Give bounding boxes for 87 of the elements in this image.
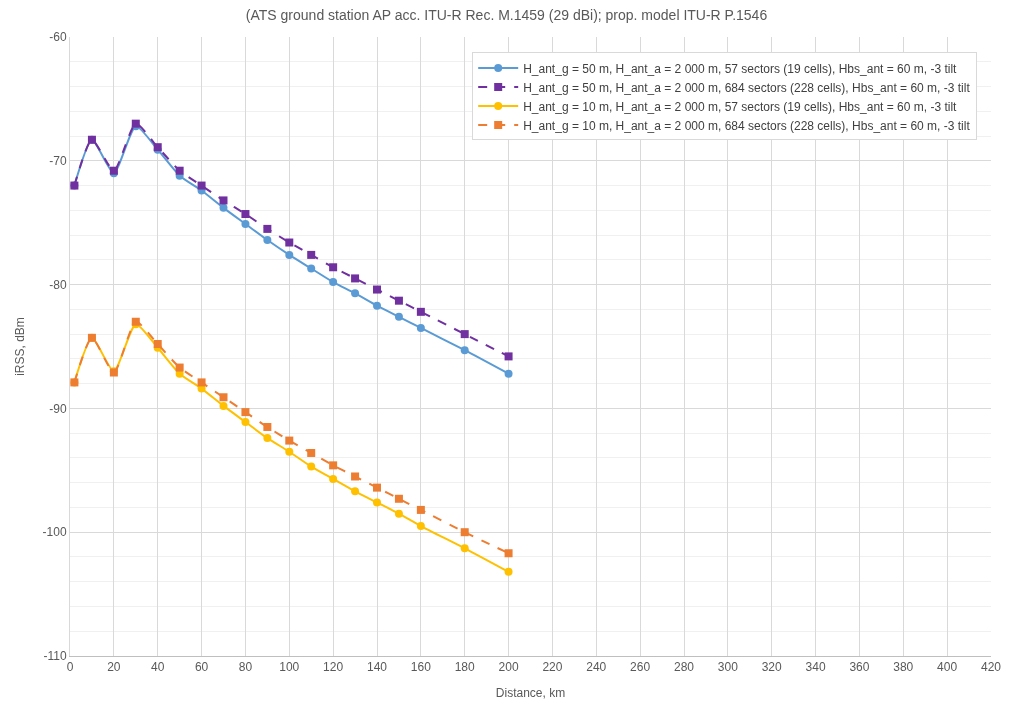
x-tick-label: 220: [542, 660, 563, 675]
legend-label: H_ant_g = 50 m, H_ant_a = 2 000 m, 57 sectors (19 cells), Hbs_ant = 60 m, -3 tilt: [523, 61, 958, 76]
x-tick-label: 120: [323, 660, 344, 675]
x-tick-label: 20: [107, 660, 121, 675]
point: [329, 474, 338, 483]
point: [460, 528, 469, 537]
y-tick-label: -80: [49, 277, 67, 292]
legend-label: H_ant_g = 10 m, H_ant_a = 2 000 m, 684 sectors (228 cells), Hbs_ant = 60 m, -3 tilt: [523, 118, 971, 133]
x-tick-label: 360: [849, 660, 870, 675]
point: [416, 307, 425, 316]
point: [394, 509, 403, 518]
point: [219, 203, 228, 212]
y-tick-label: -70: [49, 154, 67, 168]
point: [175, 166, 184, 175]
legend-label: H_ant_g = 10 m, H_ant_a = 2 000 m, 57 sectors (19 cells), Hbs_ant = 60 m, -3 tilt: [523, 99, 958, 114]
point: [307, 448, 316, 457]
point: [460, 346, 469, 355]
y-tick-label: -100: [42, 525, 67, 540]
point: [197, 181, 206, 190]
point: [285, 447, 294, 456]
x-tick-label: 380: [893, 660, 914, 675]
x-axis-title: Distance, km: [495, 686, 566, 701]
x-tick-label: 240: [586, 660, 607, 675]
point: [416, 323, 425, 332]
point: [241, 210, 250, 219]
point: [373, 301, 381, 310]
point: [285, 436, 294, 445]
x-tick-label: 260: [630, 660, 651, 675]
point: [351, 472, 360, 481]
point: [329, 461, 338, 470]
point: [241, 418, 250, 427]
point: [504, 549, 513, 558]
point: [416, 522, 425, 531]
point: [373, 483, 381, 492]
legend-label: H_ant_g = 50 m, H_ant_a = 2 000 m, 684 sectors (228 cells), Hbs_ant = 60 m, -3 tilt: [523, 80, 971, 95]
point: [175, 363, 184, 372]
point: [373, 285, 381, 294]
x-tick-label: 280: [673, 660, 695, 675]
point: [351, 274, 360, 283]
y-tick-label: -90: [49, 401, 67, 416]
point: [504, 369, 513, 378]
point: [219, 401, 228, 410]
point: [219, 393, 228, 402]
point: [241, 219, 250, 228]
x-tick-label: 40: [151, 660, 165, 675]
point: [307, 264, 316, 273]
point: [307, 250, 316, 259]
point: [263, 224, 272, 233]
x-tick-label: 180: [454, 660, 476, 675]
point: [504, 352, 513, 361]
x-tick-label: 340: [805, 660, 826, 675]
point: [504, 567, 513, 576]
x-tick-label: 0: [66, 660, 74, 675]
x-tick-label: 160: [410, 660, 432, 675]
y-tick-label: -110: [43, 649, 67, 664]
point: [285, 238, 294, 247]
x-tick-label: 420: [980, 660, 1002, 675]
x-tick-label: 100: [279, 660, 300, 675]
chart-title: (ATS ground station AP acc. ITU-R Rec. M.1459 (29 dBi); prop. model ITU-R P.1546: [245, 7, 768, 24]
point: [263, 236, 272, 245]
point: [351, 487, 360, 496]
point: [373, 498, 381, 507]
y-axis-title: iRSS, dBm: [12, 317, 27, 376]
x-tick-label: 80: [238, 660, 253, 675]
point: [263, 422, 272, 431]
point: [460, 544, 469, 553]
x-tick-label: 200: [498, 660, 519, 675]
point: [263, 434, 272, 443]
point: [460, 330, 469, 339]
point: [351, 289, 360, 298]
point: [416, 505, 425, 514]
point: [241, 408, 250, 417]
point: [219, 196, 228, 205]
point: [197, 378, 206, 387]
point: [394, 296, 403, 305]
x-tick-label: 400: [937, 660, 958, 675]
x-tick-label: 320: [761, 660, 783, 675]
x-tick-label: 140: [366, 660, 388, 675]
point: [285, 250, 294, 259]
y-tick-label: -60: [49, 30, 67, 45]
point: [329, 278, 338, 287]
x-tick-label: 60: [194, 660, 209, 675]
point: [307, 462, 316, 471]
point: [394, 312, 403, 321]
point: [329, 263, 338, 272]
point: [394, 494, 403, 503]
x-tick-label: 300: [717, 660, 739, 675]
